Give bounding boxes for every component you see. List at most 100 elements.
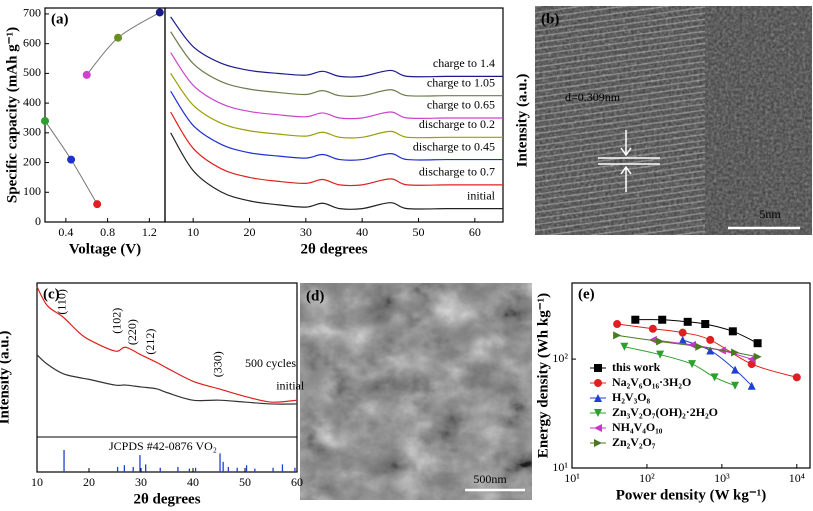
panel-label: (b): [541, 11, 559, 27]
point: [678, 335, 687, 344]
panel-label: (a): [51, 11, 69, 27]
x-tick-label: 0.4: [58, 225, 73, 239]
point: [731, 381, 740, 390]
peak-label: (102): [109, 308, 123, 334]
series-label: charge to 0.65: [427, 98, 495, 112]
series-label: initial: [276, 379, 305, 393]
panel-d-image: [300, 283, 532, 500]
series-label: charge to 1.05: [427, 75, 495, 89]
point: [656, 337, 665, 346]
point: [656, 350, 665, 359]
point: [648, 324, 657, 333]
legend-label: NH₄V₄O₁₀: [612, 420, 663, 434]
series-line: [170, 73, 503, 139]
point: [658, 315, 667, 324]
series-label: discharge to 0.45: [413, 139, 495, 153]
y-axis-label: Intensity (a.u.): [0, 331, 12, 425]
series-line: [170, 90, 503, 161]
x-axis-label: 2θ degrees: [133, 491, 200, 507]
point: [706, 346, 715, 355]
point: [706, 335, 715, 344]
series-label: charge to 1.4: [433, 56, 495, 70]
series-line: [170, 111, 503, 187]
panel-label: (c): [43, 286, 60, 302]
fit-curve: [86, 12, 161, 76]
point: [753, 352, 762, 361]
point: [753, 339, 762, 348]
point: [731, 365, 740, 374]
series-line: [170, 52, 503, 120]
annotation: d=0.309nm: [565, 90, 621, 104]
x-tick-label: 1.2: [142, 225, 157, 239]
reference-label: JCPDS #42-0876 VO₂: [109, 439, 217, 453]
point: [688, 360, 697, 369]
peak-label: (212): [143, 329, 157, 355]
y-tick-label: 10²: [552, 351, 568, 365]
peak-label: (220): [125, 319, 139, 345]
point: [678, 328, 687, 337]
y-tick-label: 300: [23, 125, 41, 139]
point: [710, 373, 719, 382]
x-axis-label: 2θ degrees: [300, 241, 367, 257]
y-tick-label: 200: [23, 154, 41, 168]
series-label: initial: [467, 188, 496, 202]
x-tick-label: 30: [135, 475, 147, 489]
x-tick-label: 10²: [639, 471, 655, 485]
point: [688, 340, 697, 349]
point: [792, 373, 801, 382]
y-axis-label: Specific capacity (mAh g⁻¹): [4, 27, 20, 203]
scale-bar-label: 500nm: [473, 472, 507, 486]
x-tick-label: 20: [83, 475, 95, 489]
x-axis-label: Voltage (V): [69, 241, 141, 257]
y-axis-label: Intensity (a.u.): [514, 74, 530, 168]
x-tick-label: 40: [187, 475, 199, 489]
point: [67, 155, 76, 164]
y-tick-label: 400: [23, 95, 41, 109]
y-tick-label: 0: [35, 214, 41, 228]
panel-label: (e): [578, 286, 595, 302]
x-tick-label: 60: [469, 225, 481, 239]
legend-label: Zn₂V₂O₇: [612, 435, 656, 449]
x-tick-label: 40: [356, 225, 368, 239]
point: [114, 33, 123, 42]
plot-frame: [571, 282, 811, 469]
peak-label: (110): [55, 289, 69, 315]
series-line: [170, 132, 503, 210]
x-tick-label: 50: [413, 225, 425, 239]
y-tick-label: 600: [23, 35, 41, 49]
y-tick-label: 500: [23, 65, 41, 79]
point: [93, 200, 102, 209]
legend-label: Na₂V₆O₁₆·3H₂O: [612, 375, 691, 389]
x-axis-label: Power density (W kg⁻¹): [616, 487, 767, 503]
series-label: discharge to 0.7: [419, 165, 495, 179]
point: [82, 70, 91, 79]
series-line: [170, 31, 503, 97]
series-label: 500 cycles: [245, 356, 296, 370]
point: [701, 320, 710, 329]
x-tick-label: 60: [291, 475, 303, 489]
x-tick-label: 50: [239, 475, 251, 489]
legend-label: Zn₃V₂O₇(OH)₂·2H₂O: [612, 405, 718, 419]
x-tick-label: 10⁴: [789, 471, 805, 485]
point: [620, 342, 629, 351]
x-tick-label: 0.8: [100, 225, 115, 239]
point: [747, 381, 756, 390]
legend-label: H₂V₃O₈: [612, 390, 651, 404]
y-tick-label: 100: [23, 184, 41, 198]
scale-bar-label: 5nm: [759, 207, 781, 221]
y-tick-label: 700: [23, 6, 41, 20]
point: [731, 348, 740, 357]
series-line: [170, 16, 503, 78]
x-tick-label: 30: [300, 225, 312, 239]
point: [613, 331, 622, 340]
y-tick-label: 10¹: [552, 460, 568, 474]
series-line: [36, 354, 298, 405]
plot-frame: [36, 282, 298, 473]
plot-frame: [44, 7, 166, 223]
point: [728, 327, 737, 336]
point: [631, 315, 640, 324]
point: [613, 320, 622, 329]
series-label: discharge to 0.2: [419, 117, 495, 131]
point: [648, 335, 657, 344]
x-tick-label: 20: [244, 225, 256, 239]
